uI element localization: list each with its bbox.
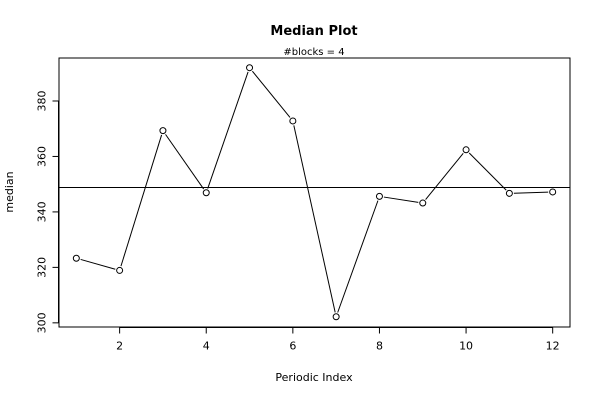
x-tick-label: 2: [116, 340, 123, 353]
series-segment: [425, 152, 464, 200]
data-point: [505, 189, 513, 197]
y-tick-label: 340: [36, 201, 49, 222]
data-point: [202, 189, 210, 197]
x-tick-label: 8: [376, 340, 383, 353]
y-tick-label: 300: [36, 312, 49, 333]
x-tick-label: 4: [203, 340, 210, 353]
chart-title: Median Plot: [270, 24, 357, 39]
plot-frame: [58, 57, 571, 328]
series-segment: [80, 258, 116, 270]
y-tick-label: 360: [36, 146, 49, 167]
plot-marks: [59, 64, 570, 321]
series-segment: [293, 125, 336, 313]
data-point: [116, 266, 124, 274]
y-axis: 300 320 340 360 380: [36, 90, 59, 333]
data-point: [375, 192, 383, 200]
y-tick-label: 380: [36, 90, 49, 111]
x-tick-label: 12: [546, 340, 560, 353]
x-axis: 2 4 6 8 10 12: [116, 327, 560, 353]
data-point: [159, 127, 167, 135]
y-tick-label: 320: [36, 257, 49, 278]
chart-subtitle: #blocks = 4: [283, 47, 344, 58]
data-point: [246, 64, 254, 72]
x-tick-label: 10: [459, 340, 473, 353]
series-segment: [251, 70, 291, 118]
series-segment: [165, 134, 205, 190]
data-point: [332, 313, 340, 321]
data-point: [462, 146, 470, 154]
x-tick-label: 6: [289, 340, 296, 353]
data-point: [72, 254, 80, 262]
data-point: [419, 199, 427, 207]
data-point: [289, 117, 297, 125]
y-axis-label: median: [3, 171, 16, 212]
data-point: [549, 188, 557, 196]
series-segment: [207, 71, 249, 189]
series-segment: [513, 191, 549, 194]
series-segment: [383, 196, 419, 203]
series-segment: [120, 134, 163, 267]
series-segment: [468, 152, 507, 191]
series-segment: [337, 200, 379, 313]
x-axis-label: Periodic Index: [275, 371, 353, 384]
